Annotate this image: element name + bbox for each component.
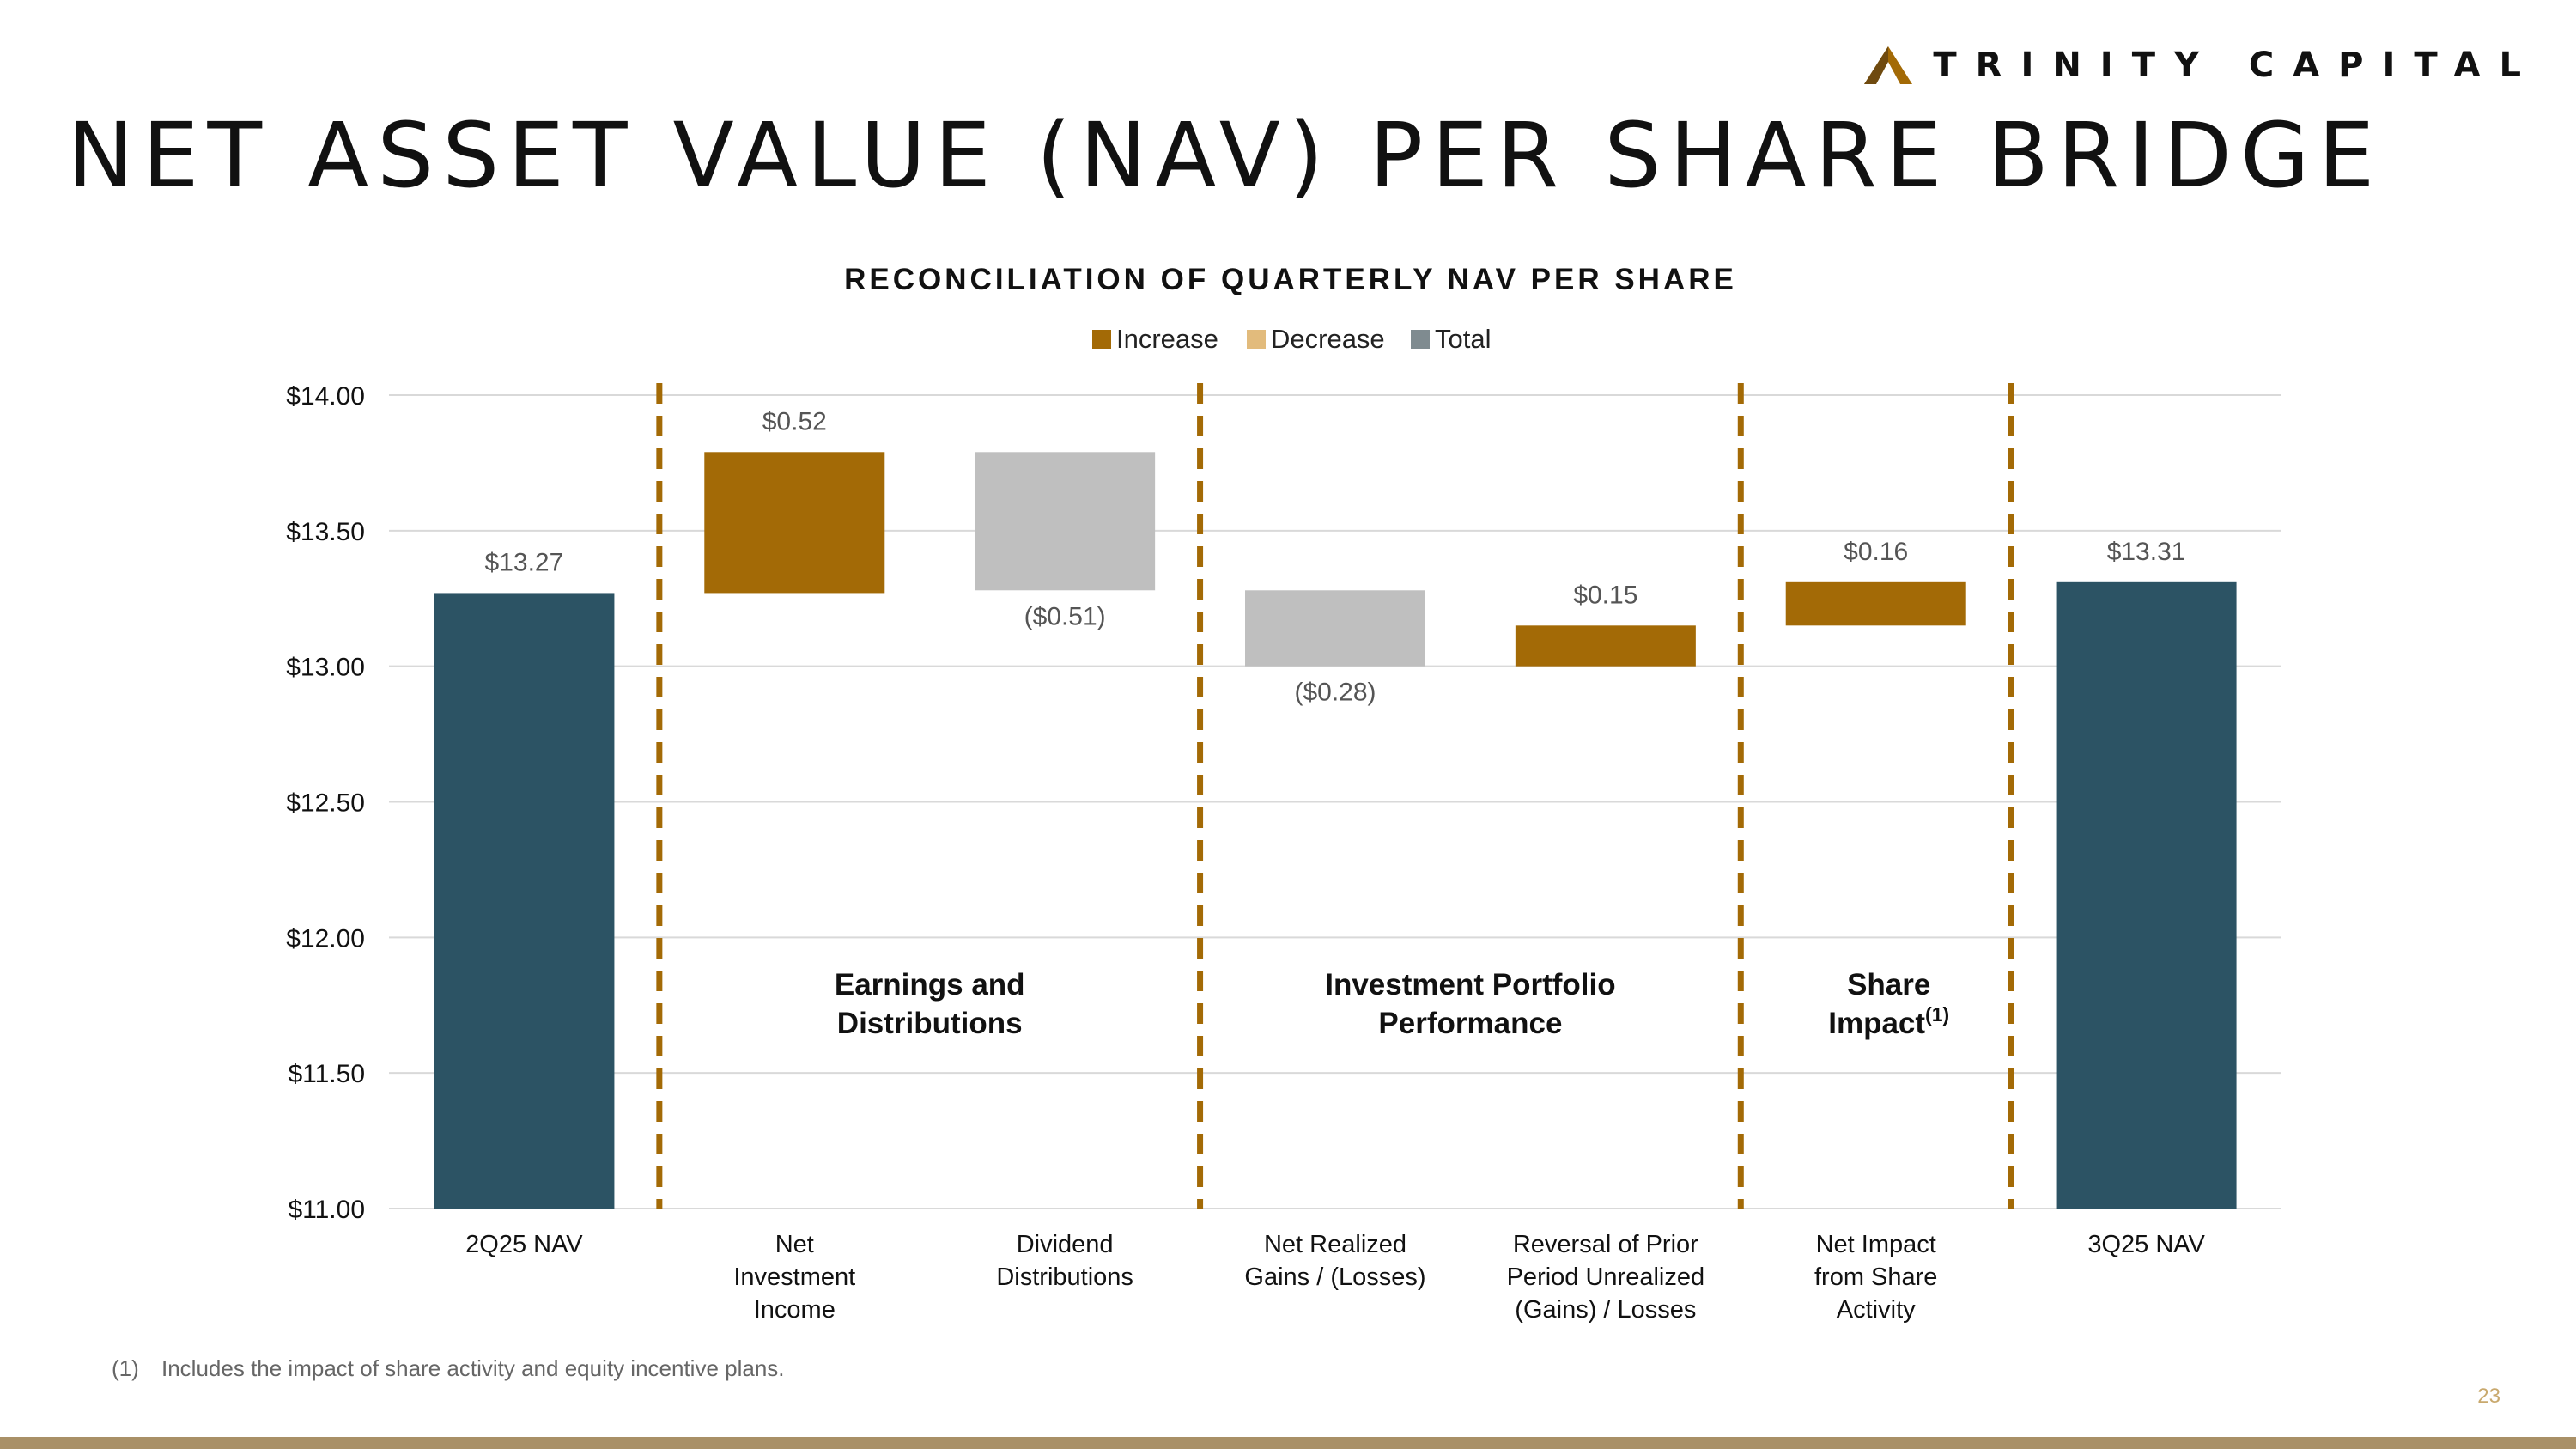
x-tick-label: (Gains) / Losses (1515, 1296, 1696, 1324)
data-label: $13.31 (2107, 538, 2186, 566)
legend-label-increase: Increase (1116, 324, 1218, 354)
page-number: 23 (2477, 1385, 2500, 1408)
group-label-superscript: (1) (1925, 1003, 1949, 1026)
y-tick-label: $11.50 (288, 1060, 365, 1088)
waterfall-bar-increase (704, 452, 885, 594)
footnote: (1) Includes the impact of share activity… (112, 1355, 785, 1382)
brand-logo: TRINITY CAPITAL (1862, 45, 2540, 86)
x-tick-label: Period Unrealized (1507, 1263, 1705, 1291)
waterfall-bar-decrease (975, 452, 1156, 591)
legend-swatch-increase (1092, 330, 1111, 349)
x-tick-label: Activity (1837, 1296, 1916, 1324)
group-label: Impact(1) (1828, 1003, 1949, 1040)
x-tick-label: 3Q25 NAV (2087, 1231, 2205, 1258)
data-label: $13.27 (485, 548, 564, 576)
y-tick-label: $11.00 (288, 1196, 365, 1224)
x-tick-label: Gains / (Losses) (1244, 1263, 1425, 1291)
x-tick-label: Distributions (996, 1263, 1133, 1291)
footnote-text: Includes the impact of share activity an… (161, 1355, 785, 1381)
data-label: ($0.28) (1294, 679, 1376, 707)
waterfall-bar-increase (1785, 581, 1966, 626)
x-tick-label: Net Impact (1816, 1231, 1936, 1258)
legend-label-total: Total (1435, 324, 1491, 354)
group-label: Investment Portfolio (1325, 968, 1615, 1002)
y-tick-label: $12.50 (286, 789, 365, 818)
brand-name: TRINITY CAPITAL (1933, 46, 2540, 85)
footnote-marker: (1) (112, 1355, 139, 1381)
group-label: Distributions (837, 1007, 1023, 1040)
x-tick-label: Net (775, 1231, 814, 1258)
group-label: Share (1847, 968, 1930, 1002)
y-tick-label: $14.00 (286, 382, 365, 411)
page-title: NET ASSET VALUE (NAV) PER SHARE BRIDGE (67, 103, 2384, 208)
legend-label-decrease: Decrease (1271, 324, 1385, 354)
waterfall-bar-decrease (1245, 590, 1425, 667)
x-tick-label: Reversal of Prior (1513, 1231, 1698, 1258)
x-tick-label: Income (754, 1296, 835, 1324)
legend-swatch-decrease (1247, 330, 1266, 349)
x-tick-label: Investment (733, 1263, 855, 1291)
waterfall-bar-increase (1515, 625, 1696, 667)
data-label: $0.52 (762, 407, 827, 435)
x-tick-label: Dividend (1017, 1231, 1114, 1258)
group-label: Earnings and (835, 968, 1025, 1002)
y-tick-label: $13.50 (286, 518, 365, 546)
data-label: $0.16 (1844, 538, 1908, 566)
y-tick-label: $12.00 (286, 924, 365, 953)
triangle-logo-icon (1864, 46, 1913, 84)
legend-swatch-total (1411, 330, 1430, 349)
data-label: $0.15 (1573, 581, 1637, 609)
x-tick-label: Net Realized (1264, 1231, 1406, 1258)
data-label: ($0.51) (1024, 602, 1106, 630)
waterfall-bar-total (2056, 581, 2237, 1209)
chart-title: RECONCILIATION OF QUARTERLY NAV PER SHAR… (844, 263, 1737, 296)
group-label: Performance (1378, 1007, 1562, 1040)
waterfall-bar-total (434, 593, 615, 1209)
bottom-accent-bar (0, 1437, 2576, 1449)
x-tick-label: 2Q25 NAV (465, 1231, 583, 1258)
x-tick-label: from Share (1814, 1263, 1937, 1291)
y-tick-label: $13.00 (286, 654, 365, 682)
